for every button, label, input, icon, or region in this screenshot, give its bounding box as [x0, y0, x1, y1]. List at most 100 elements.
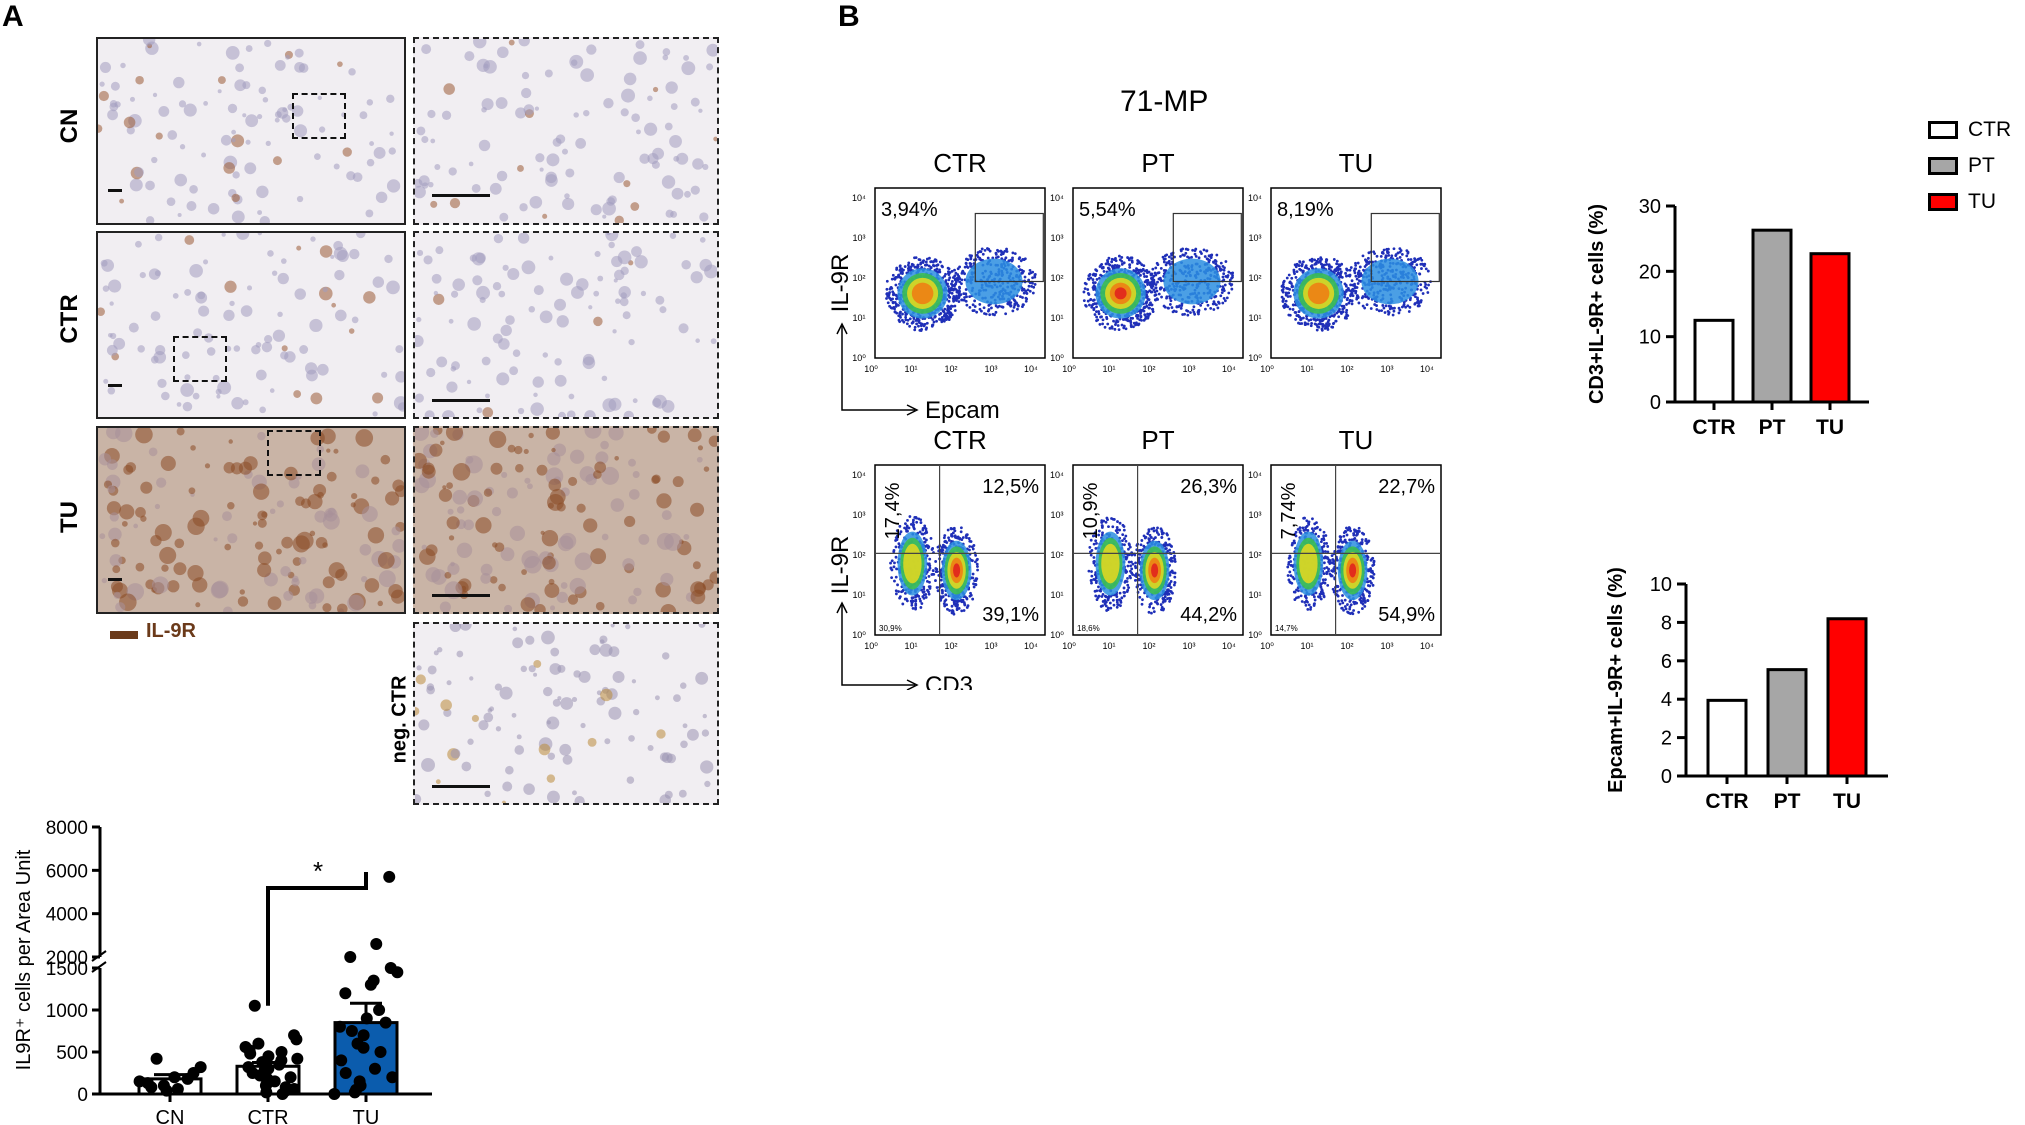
data-point	[157, 1079, 170, 1092]
arrow-head	[906, 404, 919, 416]
quadrant-lr-tu: 54,9%	[1378, 604, 1435, 626]
ihc-overview-cn	[93, 33, 406, 227]
panel-b-letter: B	[838, 0, 860, 33]
bottom-plot-title-tu: TU	[1339, 425, 1374, 455]
ihc-overview-ctr-texture	[96, 226, 408, 417]
bottom-plot-density-ctr	[889, 515, 979, 616]
quadrant-ll-pt: 18,6%	[1077, 624, 1100, 633]
y-tick-label: 10¹	[852, 590, 865, 600]
x-tick-label: 10³	[984, 641, 997, 651]
quadrant-lr-ctr: 39,1%	[982, 604, 1039, 626]
y-tick-label: 10⁰	[1050, 353, 1064, 363]
bottom-plot-title-pt: PT	[1141, 425, 1174, 455]
ihc-zoom-tu	[410, 421, 723, 620]
y-axis-title: Epcam+IL-9R+ cells (%)	[1605, 567, 1627, 793]
y-tick-label: 10¹	[1248, 313, 1261, 323]
x-tick-label: 10⁴	[1420, 364, 1434, 374]
y-tick-label: 4	[1661, 689, 1672, 711]
data-point	[339, 1067, 352, 1079]
data-point	[351, 1037, 364, 1050]
legend-swatch-tu	[1928, 193, 1958, 211]
y-tick-label: 10²	[852, 273, 865, 283]
y-tick-label: 10⁴	[1248, 193, 1262, 203]
x-tick-label: 10²	[1340, 641, 1353, 651]
data-point	[168, 1071, 181, 1084]
ihc-zoom-tu-texture	[410, 421, 723, 620]
gate-percent-pt: 5,54%	[1079, 199, 1136, 221]
x-tick-label: 10³	[1380, 364, 1393, 374]
inset-marker-2	[173, 336, 227, 382]
legend-label-pt: PT	[1968, 154, 1995, 177]
x-tick-label: 10⁰	[1260, 364, 1274, 374]
ihc-zoom-ctr-texture	[411, 228, 718, 423]
bar-tu	[1809, 252, 1851, 404]
top-plot-title-tu: TU	[1339, 148, 1374, 178]
y-tick-label: 8	[1661, 612, 1672, 634]
data-point	[384, 962, 397, 974]
y-tick-label: 10⁴	[852, 193, 866, 203]
y-tick-label: 10⁰	[852, 630, 866, 640]
row-label-tu: TU	[56, 501, 83, 533]
x-tick-label: 10²	[1340, 364, 1353, 374]
bottom-plot-title-ctr: CTR	[933, 425, 986, 455]
y-tick-label: 10⁰	[1248, 353, 1262, 363]
significance-star: *	[313, 856, 323, 886]
x-tick-label: 10²	[1142, 641, 1155, 651]
x-tick-label: 10⁴	[1024, 641, 1038, 651]
data-point	[242, 1061, 255, 1074]
data-point	[171, 1082, 184, 1095]
data-point	[328, 1088, 341, 1100]
data-point	[368, 1062, 381, 1075]
legend-item-tu: TU	[1928, 184, 2023, 220]
inset-marker-1	[292, 93, 346, 139]
legend-item-pt: PT	[1928, 148, 2023, 184]
y-tick-label: 6	[1661, 651, 1672, 673]
data-point	[383, 870, 396, 883]
y-tick-label: 10⁴	[1050, 193, 1064, 203]
row-label-cn: CN	[56, 108, 83, 144]
bar-pt	[1751, 228, 1793, 404]
x-tick-label-ctr: CTR	[247, 1107, 288, 1125]
x-tick-label: 10⁰	[1062, 641, 1076, 651]
epcam-il9r-bar-chart: 0 2 4 6 8 10 CTR PT TU Epcam+IL-9R+ cells (%)	[1605, 567, 1888, 813]
data-point	[357, 1029, 370, 1042]
x-tick-label-tu: TU	[1833, 790, 1861, 813]
ihc-overview-ctr	[96, 226, 408, 419]
x-tick-label: 10²	[944, 641, 957, 651]
ihc-zoom-neg-ctr-texture	[410, 618, 714, 807]
bar-pt	[1766, 668, 1808, 778]
data-point	[370, 938, 383, 950]
arrow-head	[836, 322, 848, 335]
legend-item-ctr: CTR	[1928, 112, 2023, 148]
ihc-zoom-cn-texture	[413, 34, 720, 225]
data-point	[386, 1071, 399, 1084]
gate-percent-tu: 8,19%	[1277, 199, 1334, 221]
top-plot-title-ctr: CTR	[933, 148, 986, 178]
data-point	[333, 1020, 346, 1033]
bar-tu	[1826, 617, 1868, 778]
x-tick-label: 10²	[1142, 364, 1155, 374]
ihc-overview-cn-texture	[93, 33, 401, 227]
data-point	[345, 1025, 358, 1037]
y-tick-label: 10³	[852, 233, 865, 243]
y-tick-label: 2	[1661, 728, 1672, 750]
x-tick-label: 10¹	[904, 364, 917, 374]
x-tick-label: 10¹	[1102, 364, 1115, 374]
quadrant-ll-ctr: 30,9%	[879, 624, 902, 633]
epcam-gate-pt	[1172, 212, 1242, 283]
x-tick-label: 10⁰	[1062, 364, 1076, 374]
y-tick-label: 10²	[1248, 550, 1261, 560]
data-point	[353, 1075, 366, 1088]
y-tick-label: 10	[1639, 327, 1661, 349]
ihc-overview-tu	[96, 424, 408, 617]
x-tick-label: 10¹	[904, 641, 917, 651]
quadrant-lr-pt: 44,2%	[1180, 604, 1237, 626]
flow-sample-title: 71-MP	[1120, 85, 1209, 118]
y-tick-label: 0	[1650, 392, 1661, 414]
data-point	[373, 1004, 386, 1016]
y-tick-label: 10¹	[1050, 590, 1063, 600]
y-axis-title: CD3+IL-9R+ cells (%)	[1586, 204, 1608, 404]
y-tick-label: 10³	[1248, 510, 1261, 520]
y-tick-label: 10¹	[1248, 590, 1261, 600]
arrow-head	[906, 679, 919, 690]
